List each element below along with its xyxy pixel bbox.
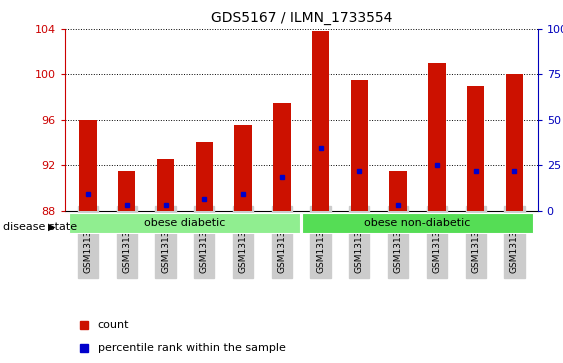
FancyBboxPatch shape xyxy=(69,213,301,233)
FancyBboxPatch shape xyxy=(302,213,533,233)
Bar xyxy=(79,120,97,211)
Text: percentile rank within the sample: percentile rank within the sample xyxy=(98,343,286,352)
Bar xyxy=(195,142,213,211)
Text: obese diabetic: obese diabetic xyxy=(144,218,226,228)
Bar xyxy=(312,31,329,211)
Bar xyxy=(428,63,445,211)
Text: disease state: disease state xyxy=(3,222,77,232)
Text: ▶: ▶ xyxy=(48,222,55,232)
Text: obese non-diabetic: obese non-diabetic xyxy=(364,218,471,228)
Bar xyxy=(273,103,291,211)
Bar xyxy=(234,126,252,211)
Text: count: count xyxy=(98,321,129,330)
Bar xyxy=(351,80,368,211)
Bar xyxy=(506,74,523,211)
Bar xyxy=(157,159,175,211)
Bar xyxy=(390,171,407,211)
Title: GDS5167 / ILMN_1733554: GDS5167 / ILMN_1733554 xyxy=(211,11,392,25)
Bar xyxy=(467,86,484,211)
Bar xyxy=(118,171,136,211)
